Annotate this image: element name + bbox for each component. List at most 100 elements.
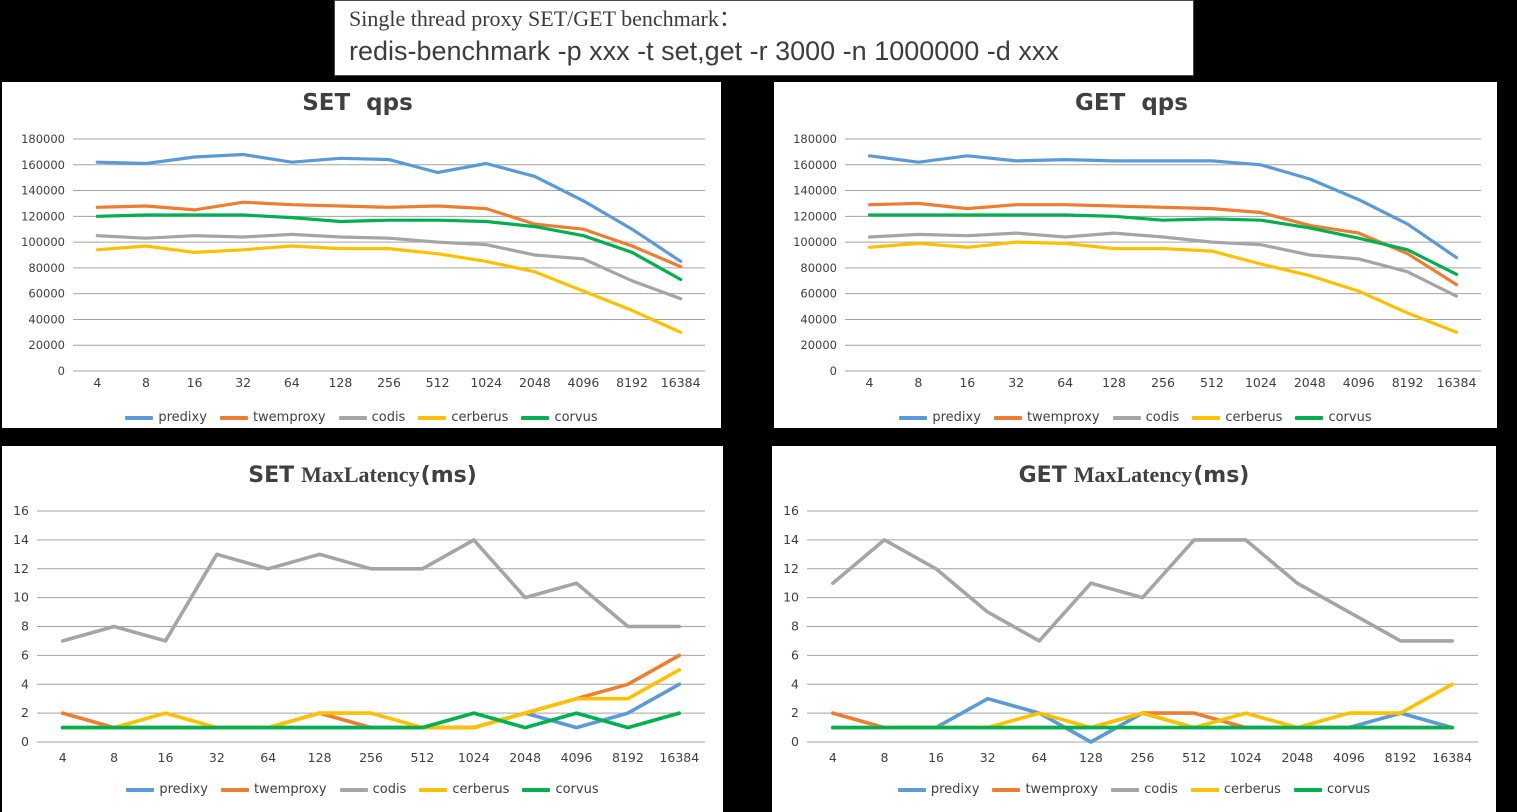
- chart-title-serif: MaxLatency: [301, 462, 420, 487]
- corvus-legend-swatch: [522, 787, 551, 792]
- set_latency-ytick: 12: [13, 561, 29, 576]
- get_qps-ytick: 0: [830, 364, 837, 378]
- twemproxy-legend-swatch: [220, 787, 249, 792]
- get_qps-xtick: 4: [865, 375, 873, 390]
- corvus-legend-swatch: [1295, 415, 1324, 420]
- set_qps-predixy-line: [95, 152, 683, 263]
- get_qps-ytick: 100000: [793, 235, 837, 249]
- set_latency-ytick: 14: [13, 532, 29, 547]
- twemproxy-legend-swatch: [992, 787, 1021, 792]
- get_latency-xtick: 16: [928, 750, 944, 765]
- set-qps-plot: 180000 160000 140000 120000 100000 80000 60000…: [21, 132, 705, 390]
- corvus-legend-label: corvus: [555, 782, 599, 797]
- set_qps-xtick: 16384: [661, 375, 701, 390]
- get_latency-xtick: 8192: [1385, 750, 1417, 765]
- set_latency-xtick: 8: [110, 750, 118, 765]
- legend-item-codis: codis: [1111, 782, 1178, 797]
- set_qps-ytick: 120000: [21, 209, 65, 223]
- set_qps-ytick: 40000: [28, 312, 65, 326]
- set_qps-ytick: 160000: [21, 158, 65, 172]
- set_latency-ytick: 4: [21, 676, 29, 691]
- codis-legend-label: codis: [372, 782, 407, 797]
- set_latency-xtick: 256: [359, 750, 383, 765]
- set_latency-ytick: 10: [13, 590, 29, 605]
- set_qps-xtick: 16: [187, 375, 203, 390]
- get_qps-ytick: 140000: [793, 184, 837, 198]
- get_latency-xtick: 256: [1131, 750, 1155, 765]
- set_latency-corvus-line: [60, 711, 682, 730]
- set_latency-xtick: 64: [260, 750, 276, 765]
- get_qps-ytick: 160000: [793, 158, 837, 172]
- get_qps-cerberus-line: [867, 240, 1459, 334]
- get_latency-ytick: 10: [783, 590, 799, 605]
- get_latency-xtick: 4: [829, 750, 837, 765]
- set_latency-xtick: 16384: [659, 750, 699, 765]
- set_latency-xtick: 4096: [561, 750, 593, 765]
- codis-legend-swatch: [339, 787, 368, 792]
- get_qps-twemproxy-line: [867, 201, 1459, 287]
- codis-legend-swatch: [1111, 787, 1140, 792]
- get_qps-xtick: 16: [959, 375, 975, 390]
- get_qps-xtick: 16384: [1437, 375, 1477, 390]
- legend-item-corvus: corvus: [1293, 782, 1371, 797]
- set_qps-xtick: 512: [426, 375, 450, 390]
- get-qps-plot: 180000 160000 140000 120000 100000 80000 60000…: [793, 132, 1481, 390]
- corvus-legend-label: corvus: [1326, 782, 1371, 797]
- get_latency-ytick: 14: [783, 532, 799, 547]
- get_latency-predixy-line: [830, 696, 1455, 744]
- twemproxy-legend-label: twemproxy: [1026, 410, 1100, 425]
- chart-title-suffix: (ms): [1193, 463, 1250, 488]
- benchmark-command-line: redis-benchmark -p xxx -t set,get -r 300…: [349, 36, 1059, 66]
- set_qps-xtick: 256: [377, 375, 401, 390]
- predixy-legend-swatch: [897, 787, 926, 792]
- set_qps-ytick: 20000: [28, 338, 65, 352]
- twemproxy-legend-label: twemproxy: [253, 782, 327, 797]
- twemproxy-legend-swatch: [219, 415, 248, 420]
- get_qps-predixy-line: [867, 154, 1459, 260]
- codis-legend-swatch: [338, 415, 367, 420]
- chart-title-suffix: (ms): [420, 463, 477, 488]
- benchmark-title-line1: Single thread proxy SET/GET benchmark：: [349, 6, 741, 31]
- get-maxlatency-panel: GET MaxLatency(ms) 16 14 12 10 8 6 4 2 0 4 8 16 32 64 1…: [772, 446, 1496, 812]
- benchmark-title-box: Single thread proxy SET/GET benchmark： r…: [334, 0, 1194, 76]
- set_qps-xtick: 1024: [470, 375, 502, 390]
- twemproxy-legend-label: twemproxy: [1025, 782, 1099, 797]
- get_latency-ytick: 16: [783, 503, 799, 518]
- set-qps-panel: SET qps 180000 160000 140000 120000 100000 80…: [2, 82, 721, 428]
- chart-title-text: SET: [248, 463, 295, 488]
- legend-item-predixy: predixy: [897, 782, 979, 797]
- set_qps-ytick: 80000: [28, 261, 65, 275]
- corvus-legend-swatch: [1293, 787, 1322, 792]
- legend-item-cerberus: cerberus: [419, 782, 509, 797]
- chart-title-text: GET: [1018, 463, 1067, 488]
- set_qps-xtick: 4: [93, 375, 101, 390]
- chart-title-text: SET qps: [302, 90, 413, 116]
- cerberus-legend-swatch: [418, 415, 447, 420]
- set_qps-codis-line: [95, 232, 683, 301]
- legend-item-predixy: predixy: [899, 410, 981, 425]
- set_latency-xtick: 32: [209, 750, 225, 765]
- legend-item-twemproxy: twemproxy: [993, 410, 1100, 425]
- set_latency-ytick: 6: [21, 647, 29, 662]
- codis-legend-label: codis: [371, 410, 406, 425]
- codis-legend-label: codis: [1145, 410, 1180, 425]
- get_latency-xtick: 8: [880, 750, 888, 765]
- cerberus-legend-label: cerberus: [451, 410, 509, 425]
- twemproxy-legend-label: twemproxy: [252, 410, 326, 425]
- set_latency-xtick: 2048: [509, 750, 541, 765]
- codis-legend-swatch: [1112, 415, 1141, 420]
- codis-legend-label: codis: [1144, 782, 1178, 797]
- cerberus-legend-label: cerberus: [1223, 782, 1281, 797]
- set_qps-ytick: 100000: [21, 235, 65, 249]
- get-maxlatency-title: GET MaxLatency(ms): [772, 462, 1496, 488]
- corvus-legend-swatch: [521, 415, 550, 420]
- set_latency-xtick: 16: [158, 750, 174, 765]
- get_qps-ytick: 20000: [800, 338, 837, 352]
- get_qps-corvus-line: [867, 213, 1459, 276]
- set_latency-ytick: 0: [21, 734, 29, 749]
- set_latency-xtick: 128: [308, 750, 332, 765]
- get_latency-cerberus-line: [830, 682, 1455, 730]
- get_latency-xtick: 1024: [1230, 750, 1262, 765]
